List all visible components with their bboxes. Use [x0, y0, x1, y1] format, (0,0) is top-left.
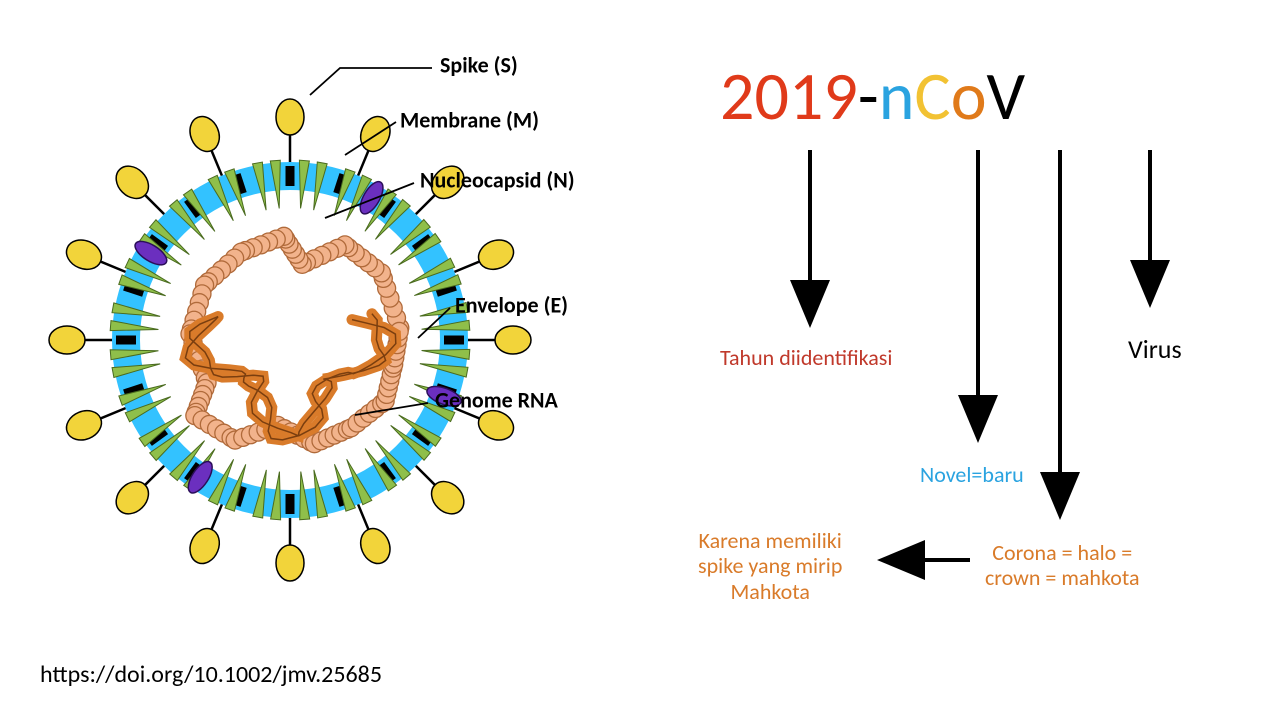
breakdown-label-3: Virus	[1128, 335, 1182, 365]
virus-label: Envelope (E)	[455, 292, 568, 319]
title-segment: C	[914, 55, 950, 138]
title-segment: 2019	[720, 55, 858, 138]
breakdown-label-spike-note: Karena memiliki spike yang mirip Mahkota	[698, 528, 842, 604]
virus-label: Membrane (M)	[400, 107, 539, 134]
breakdown-label-2: Corona = halo = crown = mahkota	[985, 540, 1140, 591]
title-segment: o	[951, 55, 987, 138]
virus-label: Genome RNA	[435, 387, 559, 414]
title-2019ncov: 2019-nCoV	[720, 55, 1025, 138]
title-segment: -	[858, 55, 879, 138]
virus-label: Spike (S)	[440, 52, 518, 79]
breakdown-label-0: Tahun diidentifikasi	[720, 345, 892, 370]
breakdown-label-1: Novel=baru	[920, 462, 1024, 487]
title-segment: V	[987, 55, 1026, 138]
virus-label: Nucleocapsid (N)	[420, 167, 575, 194]
citation-text: https://doi.org/10.1002/jmv.25685	[40, 660, 382, 689]
diagram-canvas: Spike (S) Membrane (M) Nucleocapsid (N) Env…	[0, 0, 1280, 720]
title-segment: n	[879, 55, 915, 138]
